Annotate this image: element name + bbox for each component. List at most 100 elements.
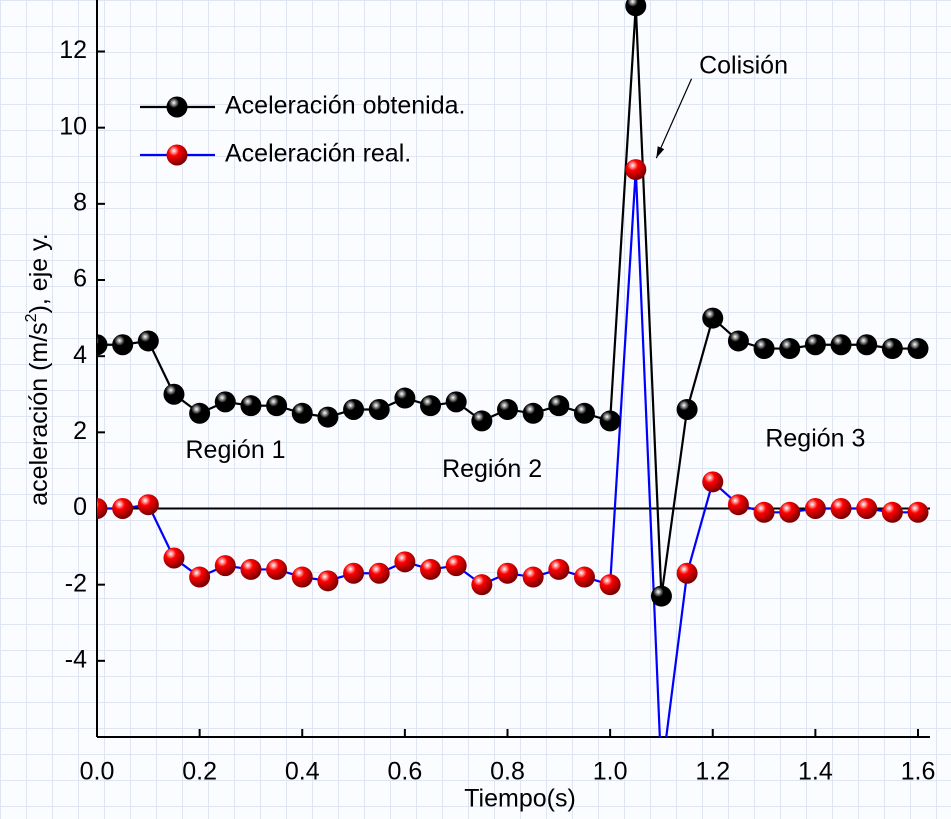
y-tick-label: 10 — [59, 112, 87, 140]
data-point — [804, 498, 826, 520]
data-point — [753, 338, 775, 360]
x-tick-label: 0.2 — [182, 758, 217, 786]
data-point — [343, 562, 365, 584]
arrow-head — [656, 146, 665, 159]
data-point — [702, 307, 724, 329]
data-point — [112, 334, 134, 356]
data-point — [266, 558, 288, 580]
y-axis-label: aceleración (m/s2), eje y. — [23, 233, 53, 505]
x-tick-label: 1.0 — [593, 758, 628, 786]
data-point — [856, 334, 878, 356]
data-point — [163, 383, 185, 405]
data-point — [497, 562, 518, 584]
data-point — [650, 585, 672, 607]
data-point — [830, 498, 852, 520]
x-tick-label: 0.6 — [387, 758, 422, 786]
data-point — [548, 558, 570, 580]
data-point — [779, 338, 801, 360]
data-point — [445, 555, 467, 577]
data-point — [343, 398, 365, 420]
x-axis-label: Tiempo(s) — [464, 785, 576, 813]
annotation: Región 2 — [442, 455, 542, 483]
data-point — [471, 410, 493, 432]
data-point — [97, 498, 108, 519]
y-tick-label: -4 — [65, 645, 87, 673]
data-point — [881, 338, 903, 360]
data-point — [676, 398, 698, 420]
data-point — [163, 547, 185, 569]
data-point — [881, 501, 903, 523]
data-point — [573, 402, 595, 424]
x-tick-label: 1.2 — [695, 758, 730, 786]
y-axis-label-part: ), eje y. — [25, 233, 53, 313]
data-point — [471, 574, 493, 596]
data-point — [214, 391, 236, 413]
y-tick-label: 4 — [73, 341, 87, 369]
data-point — [137, 330, 159, 352]
data-point — [317, 406, 339, 428]
x-tick-label: 0.0 — [80, 758, 115, 786]
data-point — [548, 395, 570, 417]
data-point — [497, 398, 518, 420]
y-tick-label: -2 — [65, 569, 87, 597]
y-axis-label-part: aceleración (m/s — [25, 322, 53, 505]
data-point — [97, 334, 108, 356]
data-point — [804, 334, 826, 356]
x-tick-label: 1.4 — [798, 758, 833, 786]
legend-label: Aceleración obtenida. — [225, 92, 465, 120]
data-point — [522, 402, 544, 424]
y-tick-label: 2 — [73, 417, 87, 445]
data-point — [573, 566, 595, 588]
data-point — [214, 555, 236, 577]
data-point — [651, 765, 672, 786]
data-point — [420, 558, 442, 580]
data-point — [420, 395, 442, 417]
data-point — [291, 566, 313, 588]
data-point — [189, 402, 211, 424]
data-point — [676, 562, 698, 584]
x-tick-label: 0.4 — [285, 758, 320, 786]
x-tick-label: 1.6 — [901, 758, 936, 786]
data-point — [702, 471, 724, 493]
data-point — [830, 334, 852, 356]
y-tick-label: 12 — [59, 36, 87, 64]
data-point — [625, 159, 647, 181]
legend-label: Aceleración real. — [225, 140, 411, 168]
y-tick-label: 0 — [73, 493, 87, 521]
y-tick-label: 6 — [73, 265, 87, 293]
data-point — [189, 566, 211, 588]
data-point — [394, 551, 416, 573]
data-point — [137, 494, 159, 516]
y-axis-label-part: 2 — [23, 313, 40, 322]
annotation: Región 3 — [765, 425, 865, 453]
plot-area — [97, 0, 929, 786]
data-point — [625, 0, 647, 17]
annotation: Colisión — [699, 51, 788, 79]
data-point — [599, 410, 621, 432]
data-point — [907, 501, 929, 523]
legend-marker — [166, 144, 188, 166]
legend-marker — [166, 96, 188, 118]
data-point — [856, 498, 878, 520]
data-point — [522, 566, 544, 588]
data-point — [779, 501, 801, 523]
data-point — [599, 574, 621, 596]
data-point — [368, 398, 390, 420]
data-point — [727, 494, 749, 516]
data-point — [445, 391, 467, 413]
data-point — [907, 338, 929, 360]
data-point — [727, 330, 749, 352]
y-tick-label: 8 — [73, 188, 87, 216]
data-point — [112, 498, 134, 520]
data-point — [368, 562, 390, 584]
data-point — [317, 570, 339, 592]
data-point — [240, 395, 262, 417]
data-point — [753, 501, 775, 523]
annotation-arrow — [655, 78, 693, 159]
annotation: Región 1 — [186, 436, 286, 464]
data-point — [240, 558, 262, 580]
data-point — [266, 395, 288, 417]
data-point — [291, 402, 313, 424]
